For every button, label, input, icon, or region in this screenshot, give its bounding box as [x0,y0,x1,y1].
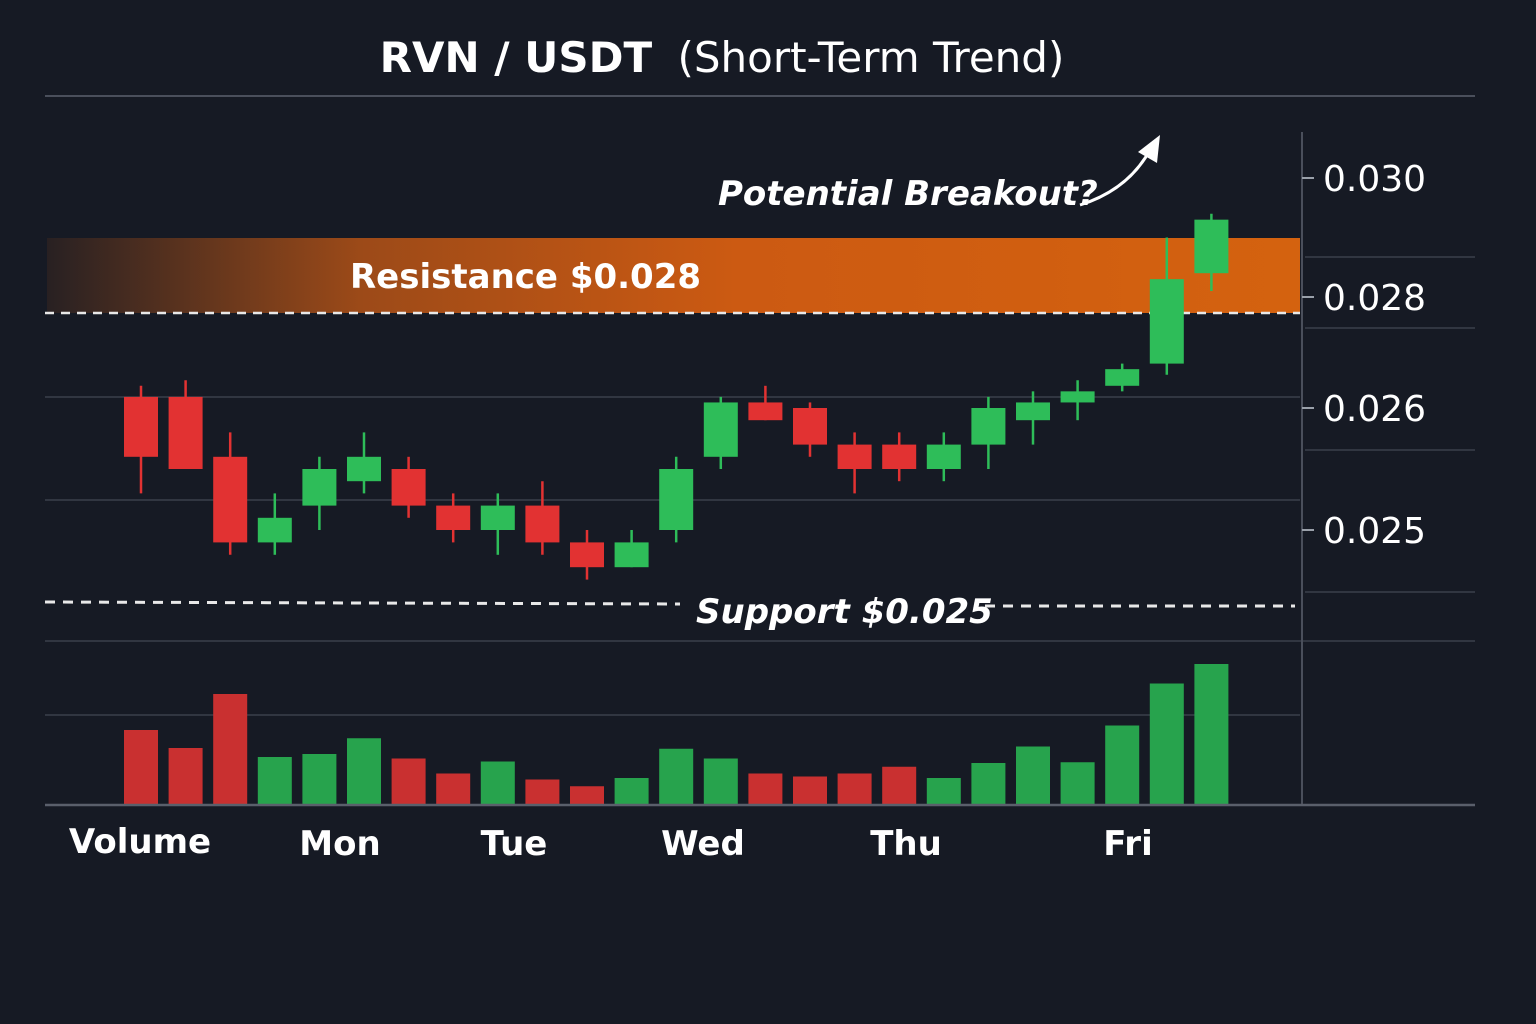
x-label-wed: Wed [661,824,745,864]
y-tick-label: 0.030 [1323,159,1426,200]
candle-body-down [882,444,917,469]
x-axis-labels: Volume Mon Tue Wed Thu Fri [69,822,1153,864]
grid-lines [45,256,1475,716]
candle-body-up [614,542,649,568]
chart-title: RVN / USDT (Short-Term Trend) [380,33,1065,82]
candle-body-up [1016,402,1050,421]
candle-body-down [168,396,203,469]
y-axis-labels: 0.030 0.028 0.026 0.025 [1323,159,1426,552]
resistance-band [47,238,1300,313]
volume-bar-up [480,761,515,805]
candle-body-up [1060,391,1095,403]
candle-body-up [971,408,1006,445]
breakout-label: Potential Breakout? [718,174,1098,214]
candle-body-up [1149,279,1184,364]
volume-bar-up [926,778,961,805]
volume-bar-up [1016,746,1050,805]
candle-body-up [257,517,292,543]
volume-bar-down [391,758,426,805]
breakout-arrow [1079,149,1152,207]
title-sub: (Short-Term Trend) [677,33,1064,82]
candle-body-down [570,542,604,568]
candle-body-up [480,505,515,530]
support-line-left [44,600,681,606]
candle-body-up [659,469,694,530]
volume-bar-up [1194,664,1229,805]
volume-bar-up [971,763,1006,805]
volume-bar-up [347,738,381,805]
volume-bar-down [882,766,917,805]
volume-bar-up [659,748,694,805]
candles-group [124,213,1229,580]
candle-body-down [124,396,158,457]
resistance-label: Resistance $0.028 [350,257,701,297]
candle-body-down [837,444,872,469]
y-tick-label: 0.028 [1323,278,1426,319]
volume-bar-down [168,748,203,805]
volume-bar-down [570,786,604,805]
y-tick-label: 0.026 [1323,389,1426,430]
candle-body-down [525,505,560,543]
candle-body-up [347,456,381,482]
candle-body-down [213,456,248,543]
candle-body-up [703,402,738,457]
y-tick-label: 0.025 [1323,511,1426,552]
x-label-fri: Fri [1103,824,1152,864]
volume-bar-down [124,730,158,805]
volume-bar-down [436,773,471,805]
x-label-thu: Thu [870,824,942,864]
volume-bars-group [124,664,1229,805]
volume-bar-down [793,776,827,805]
candle-body-down [436,505,471,530]
volume-bar-up [257,757,292,805]
support-label: Support $0.025 [696,592,993,632]
candle-body-up [1105,369,1140,386]
candle-body-down [391,469,426,506]
volume-bar-up [614,778,649,805]
candle-body-up [1194,219,1229,274]
volume-bar-down [748,773,783,805]
candle-body-down [793,408,827,445]
volume-bar-down [213,694,248,805]
volume-bar-down [837,773,872,805]
title-main: RVN / USDT [380,33,653,82]
y-axis-ticks [1302,177,1314,531]
volume-bar-up [703,758,738,805]
volume-label: Volume [69,822,211,862]
candle-body-up [926,444,961,469]
volume-bar-down [525,779,560,805]
candle-body-down [748,402,783,421]
x-label-mon: Mon [299,824,380,864]
volume-bar-up [1105,725,1140,805]
breakout-arrowhead [1138,135,1160,163]
volume-bar-up [302,754,337,805]
candle-body-up [302,469,337,506]
volume-bar-up [1149,683,1184,805]
x-label-tue: Tue [481,824,548,864]
volume-bar-up [1060,762,1095,805]
